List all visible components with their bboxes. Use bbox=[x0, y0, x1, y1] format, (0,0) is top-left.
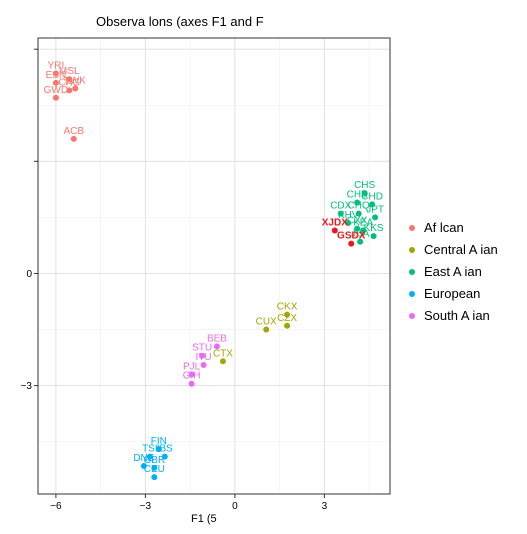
data-point bbox=[161, 453, 168, 460]
data-point bbox=[52, 70, 59, 77]
point-label: IBS bbox=[157, 444, 173, 455]
data-point bbox=[284, 322, 291, 329]
data-point bbox=[369, 201, 376, 208]
x-axis-label: F1 (5 bbox=[191, 513, 217, 525]
data-point bbox=[151, 474, 158, 481]
legend-key bbox=[409, 225, 415, 231]
point-label: MSL bbox=[59, 66, 80, 77]
legend-key bbox=[409, 313, 415, 319]
point-label: TSI bbox=[142, 444, 158, 455]
data-point bbox=[357, 238, 364, 245]
data-point bbox=[151, 464, 158, 471]
point-label: GBR bbox=[144, 455, 166, 466]
legend-key bbox=[409, 291, 415, 297]
point-label: CTX bbox=[213, 348, 233, 359]
point-label: CAG bbox=[58, 77, 80, 88]
point-label: BEB bbox=[207, 333, 227, 344]
legend-key bbox=[409, 269, 415, 275]
point-label: CHS bbox=[354, 180, 375, 191]
legend-label: European bbox=[424, 286, 480, 301]
data-point bbox=[66, 76, 73, 83]
point-label: ACB bbox=[64, 126, 85, 137]
data-point bbox=[361, 190, 368, 197]
plot-frame bbox=[37, 37, 391, 495]
data-point bbox=[331, 227, 338, 234]
data-point bbox=[155, 446, 162, 453]
data-point bbox=[199, 352, 206, 359]
point-label: JEA bbox=[351, 229, 370, 240]
point-label: XJDX bbox=[322, 217, 348, 228]
data-point bbox=[345, 220, 352, 227]
point-label: GSDX bbox=[337, 231, 366, 242]
point-label: KKS bbox=[364, 223, 384, 234]
data-point bbox=[263, 326, 270, 333]
chart-title: Observa lons (axes F1 and F bbox=[96, 14, 264, 29]
point-label: CHB bbox=[347, 189, 368, 200]
point-label: PJL bbox=[183, 361, 201, 372]
x-axis-ticks: −6 −3 0 3 bbox=[50, 494, 328, 512]
data-point bbox=[72, 85, 79, 92]
x-tick-label: 0 bbox=[232, 501, 238, 512]
legend-key bbox=[409, 247, 415, 253]
point-label: GWD bbox=[44, 85, 68, 96]
point-label: KEA bbox=[353, 217, 373, 228]
data-point bbox=[355, 210, 362, 217]
data-point bbox=[188, 371, 195, 378]
point-label: CHD bbox=[361, 191, 383, 202]
data-points bbox=[52, 70, 379, 481]
data-point bbox=[146, 453, 153, 460]
x-tick-label: −3 bbox=[140, 501, 152, 512]
point-label: CEU bbox=[144, 464, 165, 475]
point-label: CZX bbox=[277, 313, 297, 324]
data-point bbox=[348, 240, 355, 247]
legend-label: East A ian bbox=[424, 264, 482, 279]
data-point bbox=[213, 343, 220, 350]
legend-label: Central A ian bbox=[424, 242, 498, 257]
y-tick-label: −3 bbox=[21, 381, 33, 392]
point-label: STU bbox=[192, 343, 212, 354]
point-label: FIN bbox=[151, 436, 167, 447]
point-label: CDX bbox=[330, 201, 351, 212]
data-point bbox=[140, 462, 147, 469]
data-point bbox=[360, 227, 367, 234]
data-point bbox=[52, 79, 59, 86]
x-tick-label: −6 bbox=[50, 501, 62, 512]
point-label: YRI bbox=[48, 61, 65, 72]
point-label: CXX bbox=[347, 216, 368, 227]
grid bbox=[38, 38, 390, 494]
point-label: ITU bbox=[196, 352, 212, 363]
point-label: LWK bbox=[65, 75, 86, 86]
legend-label: Af lcan bbox=[424, 220, 464, 235]
data-point bbox=[200, 362, 207, 369]
y-tick-label: 0 bbox=[26, 269, 32, 280]
point-label: CUX bbox=[256, 317, 277, 328]
point-label: GIH bbox=[183, 371, 201, 382]
data-point bbox=[52, 94, 59, 101]
point-label: DNE bbox=[133, 453, 154, 464]
legend-label: South A ian bbox=[424, 308, 490, 323]
legend: Af lcan Central A ian East A ian European So… bbox=[409, 220, 498, 323]
data-point bbox=[354, 199, 361, 206]
plot-panel bbox=[38, 38, 390, 494]
data-point bbox=[337, 210, 344, 217]
data-point bbox=[284, 311, 291, 318]
data-point bbox=[188, 380, 195, 387]
point-label: CHQ bbox=[348, 201, 370, 212]
data-point bbox=[66, 87, 73, 94]
data-point bbox=[372, 214, 379, 221]
x-tick-label: 3 bbox=[322, 501, 328, 512]
y-axis-ticks: −3 0 bbox=[21, 48, 38, 392]
point-label: ESN bbox=[46, 70, 67, 81]
point-label: CKX bbox=[277, 302, 298, 313]
data-point bbox=[370, 233, 377, 240]
data-point bbox=[70, 135, 77, 142]
data-point bbox=[354, 225, 361, 232]
point-label: JPT bbox=[366, 204, 384, 215]
point-label: KHV bbox=[338, 210, 359, 221]
data-point bbox=[219, 358, 226, 365]
